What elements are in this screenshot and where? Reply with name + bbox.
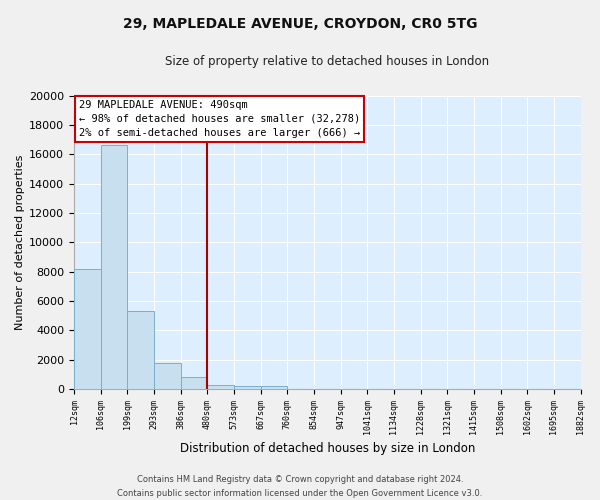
Bar [101,146,127,389]
Bar [181,377,207,389]
Y-axis label: Number of detached properties: Number of detached properties [15,154,25,330]
Text: 29 MAPLEDALE AVENUE: 490sqm
← 98% of detached houses are smaller (32,278)
2% of : 29 MAPLEDALE AVENUE: 490sqm ← 98% of det… [79,100,361,138]
X-axis label: Distribution of detached houses by size in London: Distribution of detached houses by size … [179,442,475,455]
Text: 29, MAPLEDALE AVENUE, CROYDON, CR0 5TG: 29, MAPLEDALE AVENUE, CROYDON, CR0 5TG [123,18,477,32]
Bar [234,386,260,389]
Bar [127,311,154,389]
Title: Size of property relative to detached houses in London: Size of property relative to detached ho… [165,55,490,68]
Bar [154,362,181,389]
Text: Contains HM Land Registry data © Crown copyright and database right 2024.
Contai: Contains HM Land Registry data © Crown c… [118,476,482,498]
Bar [74,268,101,389]
Bar [207,384,234,389]
Bar [260,386,287,389]
